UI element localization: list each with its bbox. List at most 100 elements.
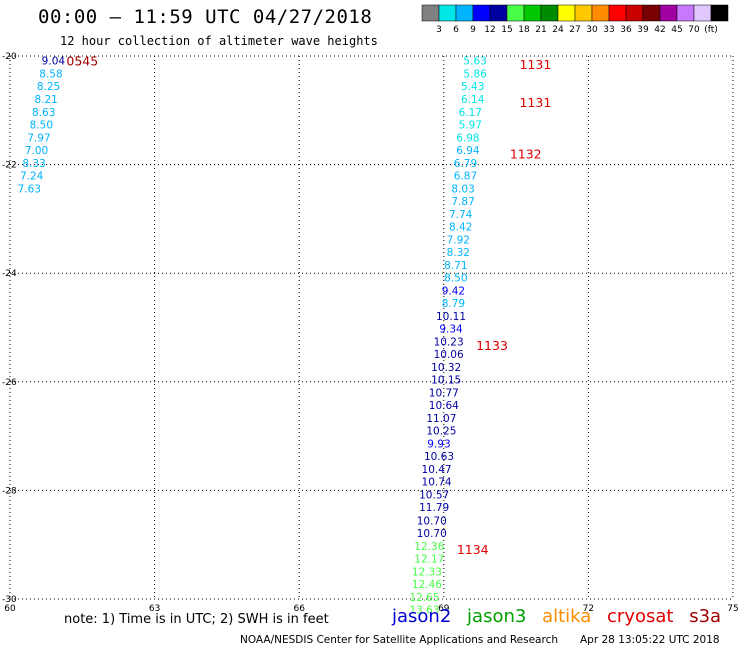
wave-height-point: 12.65 — [409, 592, 439, 604]
wave-height-point: 9.04 — [42, 55, 66, 67]
wave-height-point: 7.97 — [27, 132, 50, 144]
wave-height-point: 10.63 — [424, 451, 454, 463]
scale-label: 3 — [436, 25, 442, 34]
wave-height-point: 10.47 — [422, 464, 452, 476]
wave-height-point: 7.87 — [451, 196, 474, 208]
wave-height-point: 10.70 — [417, 528, 447, 540]
wave-height-point: 8.58 — [39, 68, 62, 80]
y-tick-label: -24 — [2, 269, 17, 279]
legend-jason2: jason2 — [392, 606, 452, 627]
wave-height-point: 8.71 — [444, 260, 467, 272]
wave-height-point: 13.63 — [409, 604, 439, 616]
wave-height-point: 6.17 — [459, 107, 482, 119]
wave-height-point: 10.74 — [422, 477, 452, 489]
footer-note: note: 1) Time is in UTC; 2) SWH is in fe… — [64, 612, 329, 627]
wave-height-point: 9.34 — [439, 324, 463, 336]
wave-height-point: 12.36 — [414, 541, 444, 553]
time-annotation: 1132 — [510, 147, 542, 162]
wave-height-point: 12.46 — [412, 579, 442, 591]
wave-height-point: 7.74 — [449, 209, 473, 221]
wave-height-point: 12.17 — [414, 553, 444, 565]
wave-height-point: 11.79 — [419, 502, 449, 514]
wave-height-point: 10.64 — [429, 400, 459, 412]
color-scale-legend: 3 6 9 12 15 18 21 24 27 30 33 36 39 42 45 70 (ft) — [421, 4, 729, 34]
scale-label: 12 — [484, 25, 495, 34]
scale-label: 6 — [453, 25, 459, 34]
wave-height-point: 5.43 — [461, 81, 484, 93]
legend-jason3: jason3 — [467, 606, 527, 627]
scale-label: 36 — [620, 25, 632, 34]
wave-height-point: 5.63 — [463, 55, 486, 67]
time-annotation: 1131 — [519, 95, 551, 110]
wave-height-point: 8.63 — [32, 107, 55, 119]
footer-credit: NOAA/NESDIS Center for Satellite Applica… — [240, 634, 558, 646]
time-annotation: 1133 — [476, 338, 508, 353]
wave-height-point: 8.25 — [37, 81, 60, 93]
wave-height-point: 10.06 — [434, 349, 464, 361]
x-tick-label: 72 — [583, 604, 594, 614]
legend-s3a: s3a — [689, 606, 722, 627]
y-tick-label: -26 — [2, 378, 17, 388]
page-subtitle: 12 hour collection of altimeter wave hei… — [60, 34, 378, 48]
wave-height-point: 8.03 — [451, 183, 474, 195]
page-title: 00:00 – 11:59 UTC 04/27/2018 — [38, 6, 373, 28]
y-tick-label: -22 — [2, 161, 17, 171]
scale-label: 42 — [654, 25, 665, 34]
wave-height-point: 7.00 — [25, 145, 48, 157]
legend-altika: altika — [542, 606, 592, 627]
y-tick-label: -28 — [2, 486, 17, 496]
wave-height-point: 10.57 — [419, 490, 449, 502]
scale-label: (ft) — [704, 25, 718, 34]
x-tick-label: 63 — [149, 604, 160, 614]
wave-height-point: 6.14 — [461, 94, 485, 106]
wave-height-point: 6.87 — [454, 170, 477, 182]
scale-label: 70 — [688, 25, 700, 34]
wave-height-point: 7.63 — [18, 183, 41, 195]
wave-height-point: 7.24 — [20, 170, 44, 182]
wave-height-point: 5.97 — [459, 119, 482, 131]
wave-height-point: 8.79 — [442, 298, 465, 310]
wave-height-point: 8.33 — [22, 158, 45, 170]
scale-label: 39 — [637, 25, 649, 34]
x-tick-label: 60 — [4, 604, 16, 614]
scale-label: 30 — [586, 25, 598, 34]
scale-label: 15 — [501, 25, 512, 34]
x-tick-label: 66 — [293, 604, 305, 614]
scale-label: 27 — [569, 25, 580, 34]
wave-height-point: 9.42 — [442, 286, 465, 298]
wave-height-point: 8.21 — [34, 94, 57, 106]
scale-label: 9 — [470, 25, 476, 34]
wave-height-point: 10.25 — [426, 426, 456, 438]
wave-height-point: 10.70 — [417, 515, 447, 527]
wave-height-point: 10.15 — [431, 375, 461, 387]
wave-height-point: 6.94 — [456, 145, 480, 157]
legend-cryosat: cryosat — [607, 606, 674, 627]
scale-label: 21 — [535, 25, 546, 34]
scale-swatch — [710, 4, 729, 22]
time-annotation: 1131 — [519, 57, 551, 72]
wave-height-point: 10.77 — [429, 388, 459, 400]
wave-height-point: 12.33 — [412, 566, 442, 578]
wave-height-point: 10.23 — [434, 337, 464, 349]
wave-height-point: 6.98 — [456, 132, 479, 144]
scale-label: 18 — [518, 25, 530, 34]
footer-timestamp: Apr 28 13:05:22 UTC 2018 — [580, 634, 720, 646]
scale-label: 45 — [671, 25, 682, 34]
wave-height-point: 11.07 — [426, 413, 456, 425]
wave-height-point: 8.50 — [444, 273, 467, 285]
wave-height-point: 8.32 — [447, 247, 470, 259]
wave-height-point: 7.92 — [447, 235, 470, 247]
wave-height-point: 8.50 — [30, 119, 53, 131]
time-annotation: 1134 — [457, 542, 489, 557]
wave-height-point: 9.93 — [427, 439, 450, 451]
wave-height-point: 6.79 — [454, 158, 477, 170]
scale-label: 24 — [552, 25, 564, 34]
x-tick-label: 69 — [438, 604, 450, 614]
wave-height-point: 8.42 — [449, 222, 472, 234]
wave-height-point: 5.86 — [463, 68, 487, 80]
wave-height-point: 10.11 — [436, 311, 466, 323]
wave-height-point: 10.32 — [431, 362, 461, 374]
x-tick-label: 75 — [727, 604, 738, 614]
time-annotation: 0545 — [66, 53, 98, 68]
